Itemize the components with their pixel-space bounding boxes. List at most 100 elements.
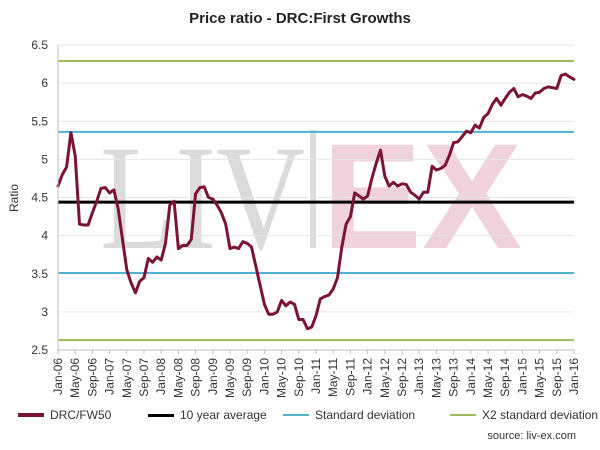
data-point [143,276,145,279]
y-tick-label: 4 [41,229,48,243]
data-point [551,87,554,89]
data-point [375,162,377,164]
data-point [324,296,326,298]
data-point [465,130,468,132]
data-point [354,192,356,194]
data-point [126,269,128,271]
data-point [268,313,270,315]
data-point [96,200,98,202]
data-point [410,191,412,193]
x-tick-label: Jan-12 [361,358,375,395]
data-point [345,223,347,225]
data-point [315,315,317,317]
data-point [238,247,240,250]
data-point [121,238,124,241]
data-point [328,294,330,296]
x-tick-label: May-12 [378,358,392,398]
data-point [560,74,562,77]
data-point [367,195,369,197]
data-point [139,280,141,282]
x-tick-label: Sep-06 [85,358,99,397]
data-point [422,191,425,193]
data-point [147,257,149,260]
x-tick-label: Jan-10 [257,358,271,395]
data-point [78,223,81,225]
data-point [306,328,308,330]
x-tick-label: Sep-15 [550,358,564,397]
reference-lines [58,60,574,342]
data-point [401,183,403,185]
legend-item: Standard deviation [283,408,415,422]
data-point [487,113,489,115]
data-point [358,195,360,197]
data-point [470,132,472,134]
x-tick-label: Jan-09 [206,358,220,395]
data-point [427,191,429,193]
x-tick-label: Jan-15 [515,358,529,395]
data-point [453,142,455,144]
data-point [504,97,506,99]
x-tick-label: May-10 [275,358,289,398]
data-point [435,169,437,171]
legend-item: DRC/FW50 [18,408,111,422]
y-tick-label: 5 [41,152,48,166]
x-tick-label: Jan-13 [412,358,426,395]
data-point [491,103,493,106]
legend-label: DRC/FW50 [50,408,112,422]
data-point [100,187,102,189]
data-point [272,313,274,315]
x-tick-label: Jan-11 [309,358,323,394]
data-point [190,238,192,241]
data-point [513,87,515,90]
x-tick-label: Sep-14 [498,358,512,397]
x-tick-label: May-13 [429,358,443,398]
data-point [203,186,205,188]
x-tick-label: Sep-09 [240,358,254,397]
data-point [169,204,171,206]
x-tick-label: Jan-16 [567,358,581,395]
y-tick-label: 6.5 [31,38,48,52]
chart-plot: 2.5 3 3.5 4 4.5 5 5.5 6 6.5 Jan-06 May-06 Sep-06 Ja… [7,38,581,398]
data-point [156,256,158,258]
x-tick-label: Sep-12 [395,358,409,397]
data-point [259,284,261,286]
data-point [530,97,532,99]
data-point [457,141,459,143]
data-point [70,132,72,134]
data-point [371,177,373,180]
data-point [177,247,179,250]
data-point [336,276,339,279]
legend-item: X2 standard deviation [450,408,598,422]
legend-item: 10 year average [148,408,267,422]
data-point [564,73,567,75]
x-tick-label: Sep-08 [189,358,203,397]
data-point [109,192,111,194]
data-point [496,97,498,99]
data-point [276,311,278,313]
data-point [225,223,227,225]
data-point [182,244,184,247]
data-point [298,318,300,321]
x-tick-label: Sep-10 [292,358,306,397]
data-point [160,259,162,261]
data-point [440,167,442,170]
data-point [212,198,214,200]
x-tick-label: May-07 [120,358,134,398]
x-tick-label: Jan-06 [51,358,65,395]
data-point [186,244,188,247]
series-layer [56,72,576,331]
y-axis: 2.5 3 3.5 4 4.5 5 5.5 6 6.5 [31,38,59,357]
y-axis-title: Ratio [7,184,21,212]
data-point [414,194,416,196]
x-tick-label: Jan-14 [464,358,478,395]
data-point [130,282,132,284]
data-point [134,292,136,294]
data-point [573,78,575,80]
y-tick-label: 2.5 [31,343,48,357]
data-point [474,124,476,126]
data-point [250,246,253,248]
data-point [289,301,291,303]
data-point [341,246,343,248]
data-point [539,91,541,93]
data-point [319,298,321,300]
